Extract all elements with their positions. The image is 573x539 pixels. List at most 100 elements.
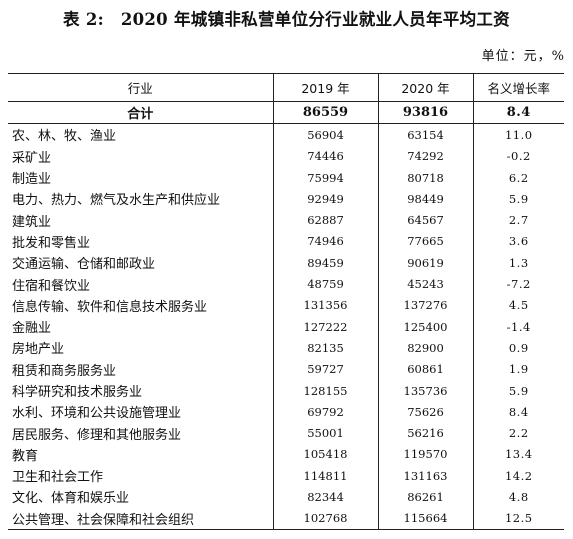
growth-cell: 1.9 xyxy=(472,358,564,380)
table-row: 租赁和商务服务业 59727 60861 1.9 xyxy=(8,358,564,380)
growth-cell: 0.9 xyxy=(472,337,564,359)
growth-cell: 2.2 xyxy=(472,422,564,444)
growth-cell: 5.9 xyxy=(472,379,564,402)
table-title: 表 2: 2020 年城镇非私营单位分行业就业人员年平均工资 xyxy=(63,10,510,29)
wage-2020-cell: 98449 xyxy=(377,188,473,210)
wage-table: 行业 2019 年 2020 年 名义增长率 合计 86559 93816 8.… xyxy=(8,73,564,530)
table-row: 农、林、牧、渔业 56904 63154 11.0 xyxy=(8,123,564,146)
table-row: 建筑业 62887 64567 2.7 xyxy=(8,209,564,231)
growth-cell: 5.9 xyxy=(472,188,564,210)
table-row: 电力、热力、燃气及水生产和供应业 92949 98449 5.9 xyxy=(8,188,564,210)
wage-2019-cell: 92949 xyxy=(272,188,378,210)
industry-cell: 交通运输、仓储和邮政业 xyxy=(12,257,156,273)
wage-2019-cell: 131356 xyxy=(272,294,378,316)
table-row: 文化、体育和娱乐业 82344 86261 4.8 xyxy=(8,486,564,508)
total-2019: 86559 xyxy=(272,101,378,125)
total-label: 合计 xyxy=(8,101,273,125)
industry-cell: 水利、环境和公共设施管理业 xyxy=(12,406,182,422)
wage-2020-cell: 63154 xyxy=(377,123,473,146)
total-row: 合计 86559 93816 8.4 xyxy=(8,101,564,125)
header-industry: 行业 xyxy=(8,73,273,102)
wage-2019-cell: 75994 xyxy=(272,166,378,189)
wage-2019-cell: 55001 xyxy=(272,422,378,444)
header-growth: 名义增长率 xyxy=(472,73,564,102)
growth-cell: -0.2 xyxy=(472,145,564,167)
table-row: 教育 105418 119570 13.4 xyxy=(8,443,564,466)
industry-cell: 教育 xyxy=(12,448,39,464)
table-row: 信息传输、软件和信息技术服务业 131356 137276 4.5 xyxy=(8,294,564,316)
table-row: 批发和零售业 74946 77665 3.6 xyxy=(8,230,564,253)
wage-2019-cell: 62887 xyxy=(272,209,378,231)
wage-2020-cell: 119570 xyxy=(377,443,473,466)
wage-2020-cell: 80718 xyxy=(377,166,473,189)
table-row: 卫生和社会工作 114811 131163 14.2 xyxy=(8,465,564,487)
industry-cell: 金融业 xyxy=(12,321,52,337)
growth-cell: 12.5 xyxy=(472,507,564,530)
wage-2020-cell: 64567 xyxy=(377,209,473,231)
wage-2019-cell: 89459 xyxy=(272,252,378,274)
header-2020: 2020 年 xyxy=(377,73,473,102)
industry-cell: 文化、体育和娱乐业 xyxy=(12,491,130,507)
growth-cell: 6.2 xyxy=(472,166,564,189)
wage-2019-cell: 56904 xyxy=(272,123,378,146)
table-row: 公共管理、社会保障和社会组织 102768 115664 12.5 xyxy=(8,507,564,530)
table-row: 住宿和餐饮业 48759 45243 -7.2 xyxy=(8,273,564,295)
wage-2020-cell: 77665 xyxy=(377,230,473,253)
table-row: 房地产业 82135 82900 0.9 xyxy=(8,337,564,359)
growth-cell: 14.2 xyxy=(472,465,564,487)
wage-2020-cell: 86261 xyxy=(377,486,473,508)
table-row: 居民服务、修理和其他服务业 55001 56216 2.2 xyxy=(8,422,564,444)
wage-2019-cell: 59727 xyxy=(272,358,378,380)
growth-cell: 4.8 xyxy=(472,486,564,508)
wage-2020-cell: 125400 xyxy=(377,315,473,338)
industry-cell: 租赁和商务服务业 xyxy=(12,363,117,379)
wage-2020-cell: 115664 xyxy=(377,507,473,530)
growth-cell: -1.4 xyxy=(472,315,564,338)
growth-cell: 13.4 xyxy=(472,443,564,466)
industry-cell: 卫生和社会工作 xyxy=(12,470,104,486)
wage-2020-cell: 60861 xyxy=(377,358,473,380)
wage-2020-cell: 74292 xyxy=(377,145,473,167)
industry-cell: 电力、热力、燃气及水生产和供应业 xyxy=(12,193,221,209)
wage-2019-cell: 82135 xyxy=(272,337,378,359)
wage-2019-cell: 74946 xyxy=(272,230,378,253)
wage-2019-cell: 69792 xyxy=(272,401,378,423)
industry-cell: 农、林、牧、渔业 xyxy=(12,129,117,145)
industry-cell: 采矿业 xyxy=(12,150,52,166)
industry-cell: 批发和零售业 xyxy=(12,235,91,251)
wage-2020-cell: 90619 xyxy=(377,252,473,274)
growth-cell: 4.5 xyxy=(472,294,564,316)
wage-2019-cell: 48759 xyxy=(272,273,378,295)
header-row: 行业 2019 年 2020 年 名义增长率 xyxy=(8,73,564,102)
wage-2020-cell: 82900 xyxy=(377,337,473,359)
wage-2019-cell: 74446 xyxy=(272,145,378,167)
wage-2020-cell: 131163 xyxy=(377,465,473,487)
wage-2020-cell: 135736 xyxy=(377,379,473,402)
growth-cell: -7.2 xyxy=(472,273,564,295)
unit-note: 单位：元，% xyxy=(481,49,565,64)
industry-cell: 居民服务、修理和其他服务业 xyxy=(12,427,182,443)
industry-cell: 住宿和餐饮业 xyxy=(12,278,91,294)
growth-cell: 1.3 xyxy=(472,252,564,274)
growth-cell: 3.6 xyxy=(472,230,564,253)
industry-cell: 信息传输、软件和信息技术服务业 xyxy=(12,299,208,315)
total-2020: 93816 xyxy=(377,101,473,125)
wage-2019-cell: 128155 xyxy=(272,379,378,402)
growth-cell: 2.7 xyxy=(472,209,564,231)
industry-cell: 房地产业 xyxy=(12,342,65,358)
table-row: 采矿业 74446 74292 -0.2 xyxy=(8,145,564,167)
wage-2019-cell: 105418 xyxy=(272,443,378,466)
wage-2020-cell: 75626 xyxy=(377,401,473,423)
wage-2019-cell: 102768 xyxy=(272,507,378,530)
header-2019: 2019 年 xyxy=(272,73,378,102)
total-growth: 8.4 xyxy=(472,101,564,125)
table-row: 制造业 75994 80718 6.2 xyxy=(8,166,564,189)
industry-cell: 公共管理、社会保障和社会组织 xyxy=(8,507,273,530)
industry-cell: 科学研究和技术服务业 xyxy=(12,385,143,400)
growth-cell: 11.0 xyxy=(472,123,564,146)
wage-2019-cell: 127222 xyxy=(272,315,378,338)
table-row: 金融业 127222 125400 -1.4 xyxy=(8,315,564,338)
industry-cell: 制造业 xyxy=(12,172,52,188)
wage-2020-cell: 56216 xyxy=(377,422,473,444)
industry-cell: 建筑业 xyxy=(12,214,52,230)
